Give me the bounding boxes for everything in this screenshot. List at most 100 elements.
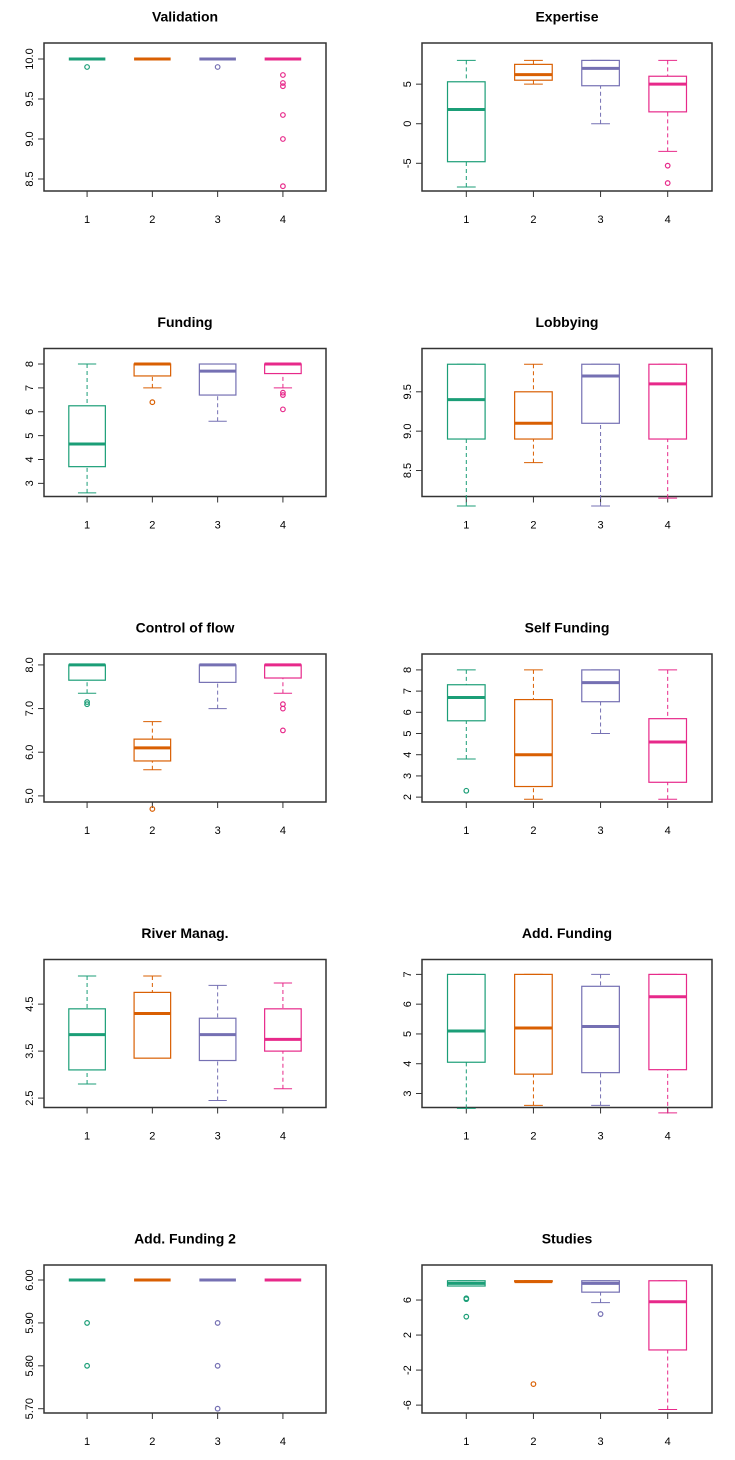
outlier (84, 1362, 90, 1369)
y-tick-label: 10.0 (24, 48, 36, 69)
box (581, 363, 620, 424)
outlier (597, 1311, 604, 1317)
box (446, 684, 486, 722)
box (581, 1280, 620, 1293)
panel-title: River Manag. (141, 925, 228, 941)
outlier (530, 1381, 537, 1388)
y-tick-label: 0 (402, 121, 414, 127)
outlier (280, 80, 286, 86)
plot-frame (421, 653, 713, 803)
y-tick-label: 5.0 (24, 788, 36, 803)
outlier (664, 162, 671, 169)
y-tick-label: -2 (402, 1365, 414, 1375)
y-tick-label: -6 (402, 1400, 414, 1410)
x-tick-label: 3 (598, 214, 604, 226)
outlier (280, 83, 286, 90)
y-tick-label: 8 (402, 667, 414, 673)
y-tick-label: 7 (402, 688, 414, 694)
plot-frame (43, 1264, 327, 1414)
x-tick-label: 2 (530, 1130, 536, 1142)
y-tick-label: 8.5 (24, 171, 36, 186)
y-tick-label: 4 (402, 752, 414, 758)
y-tick-label: 4.5 (24, 996, 36, 1011)
y-tick-label: 5 (402, 81, 414, 87)
outlier (214, 1405, 221, 1412)
plot-frame (421, 42, 713, 192)
y-tick-label: 5 (24, 433, 36, 439)
box (264, 1008, 302, 1052)
outlier (463, 1296, 470, 1303)
x-tick-label: 2 (530, 519, 536, 531)
y-tick-label: 5 (402, 730, 414, 736)
x-tick-label: 1 (463, 825, 469, 837)
x-tick-label: 1 (463, 1436, 469, 1448)
y-tick-label: 3 (402, 773, 414, 779)
y-tick-label: 6 (402, 1297, 414, 1303)
box (446, 81, 486, 163)
box (581, 669, 620, 703)
x-tick-label: 4 (280, 214, 286, 226)
y-tick-label: 6 (402, 709, 414, 715)
outlier (84, 699, 90, 705)
y-tick-label: 6 (402, 1001, 414, 1007)
y-tick-label: 5.80 (24, 1355, 36, 1376)
outlier (280, 389, 286, 396)
y-tick-label: 9.0 (402, 424, 414, 439)
y-tick-label: 3 (24, 480, 36, 486)
panel-title: Studies (542, 1231, 593, 1247)
outlier (149, 399, 156, 406)
outlier (84, 64, 90, 70)
x-tick-label: 3 (215, 1436, 221, 1448)
y-tick-label: 2 (402, 794, 414, 800)
outlier (280, 183, 286, 190)
x-tick-label: 3 (215, 519, 221, 531)
outlier (664, 180, 671, 186)
box (68, 1008, 106, 1071)
box (68, 405, 106, 468)
x-tick-label: 1 (463, 214, 469, 226)
x-tick-label: 1 (84, 1130, 90, 1142)
y-tick-label: 8.5 (402, 463, 414, 478)
y-tick-label: 2 (402, 1332, 414, 1338)
box (446, 973, 486, 1063)
y-tick-label: 9.5 (402, 384, 414, 399)
outlier (280, 112, 286, 118)
outlier (84, 1320, 90, 1326)
outlier (149, 806, 156, 812)
box (648, 973, 688, 1071)
x-tick-label: 2 (530, 825, 536, 837)
box (648, 75, 688, 113)
outlier (463, 1313, 470, 1320)
panel-title: Lobbying (536, 314, 599, 330)
x-tick-label: 4 (665, 1436, 671, 1448)
x-tick-label: 4 (280, 1436, 286, 1448)
x-tick-label: 3 (215, 214, 221, 226)
y-tick-label: -5 (402, 158, 414, 168)
box (446, 363, 486, 440)
plot-frame (43, 347, 327, 498)
plot-frame (43, 958, 327, 1109)
x-tick-label: 2 (149, 214, 155, 226)
panel-title: Control of flow (136, 620, 235, 636)
x-tick-label: 2 (530, 214, 536, 226)
x-tick-label: 4 (280, 1130, 286, 1142)
box (581, 985, 620, 1074)
y-tick-label: 6 (24, 409, 36, 415)
y-tick-label: 5 (402, 1031, 414, 1037)
x-tick-label: 4 (665, 214, 671, 226)
x-tick-label: 4 (280, 825, 286, 837)
box (514, 391, 553, 440)
y-tick-label: 8.0 (24, 657, 36, 672)
box (68, 664, 106, 681)
x-tick-label: 1 (84, 1436, 90, 1448)
x-tick-label: 1 (463, 1130, 469, 1142)
box (198, 664, 237, 683)
x-tick-label: 4 (665, 1130, 671, 1142)
panel-title: Add. Funding 2 (134, 1231, 236, 1247)
y-tick-label: 3.5 (24, 1043, 36, 1058)
box (514, 63, 553, 81)
x-tick-label: 3 (598, 519, 604, 531)
y-tick-label: 9.5 (24, 91, 36, 106)
y-tick-label: 5.90 (24, 1312, 36, 1333)
box (133, 991, 172, 1059)
